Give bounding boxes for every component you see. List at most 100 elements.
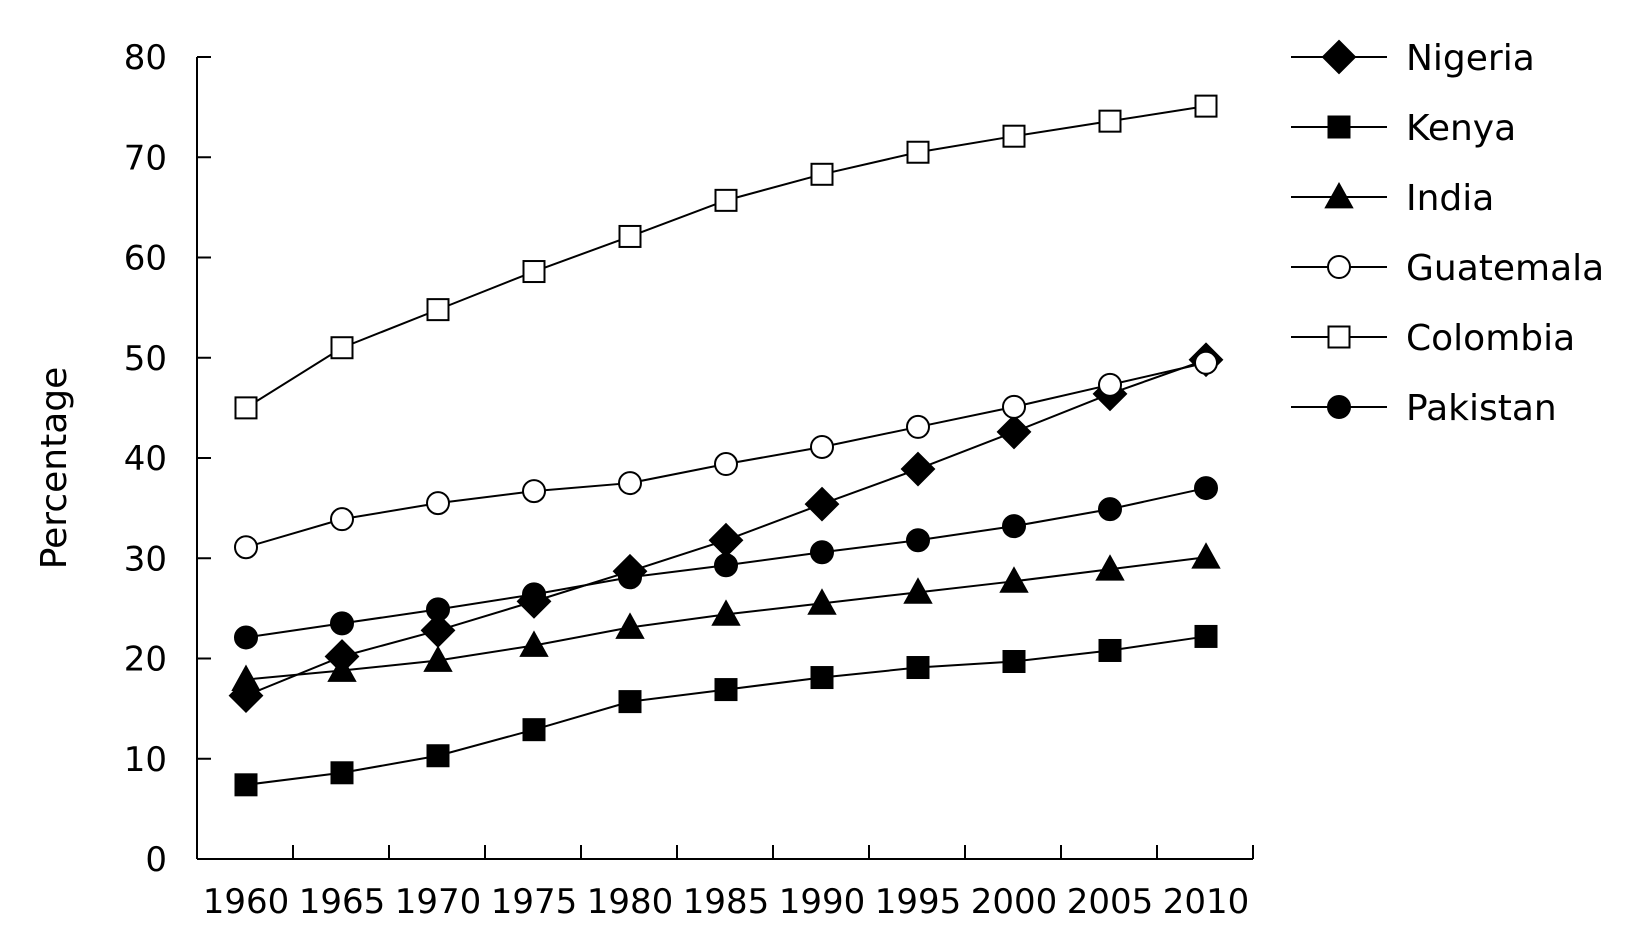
legend-label: Pakistan <box>1406 388 1557 429</box>
data-point-india <box>1095 554 1125 581</box>
series-colombia <box>234 94 1218 420</box>
data-point-nigeria <box>900 451 936 487</box>
legend-item-colombia: Colombia <box>1291 318 1575 359</box>
data-point-nigeria <box>996 414 1032 450</box>
data-point-pakistan <box>522 582 546 607</box>
legend-label: Colombia <box>1406 318 1575 359</box>
x-tick-label: 1980 <box>587 882 674 922</box>
data-point-guatemala <box>1098 372 1122 397</box>
data-point-colombia <box>906 140 930 164</box>
data-point-india <box>423 645 453 672</box>
data-point-colombia <box>234 396 258 420</box>
y-tick-label: 30 <box>124 539 167 579</box>
legend-item-kenya: Kenya <box>1291 108 1516 149</box>
x-axis-ticks: 1960 1965 1970 1975 1980 1985 1990 1995 2000 2005… <box>196 845 1254 922</box>
legend-marker-india <box>1324 181 1354 209</box>
legend-item-nigeria: Nigeria <box>1291 38 1535 79</box>
data-point-pakistan <box>714 553 738 578</box>
data-point-colombia <box>714 188 738 212</box>
data-point-india <box>999 566 1029 593</box>
data-point-colombia <box>1098 109 1122 133</box>
data-point-kenya <box>1098 638 1122 662</box>
data-point-kenya <box>426 744 450 768</box>
data-point-india <box>327 655 357 682</box>
data-point-pakistan <box>426 597 450 622</box>
legend-marker-kenya <box>1327 115 1351 139</box>
data-point-nigeria <box>804 486 840 522</box>
legend-item-india: India <box>1291 178 1494 219</box>
x-tick-label: 1970 <box>395 882 482 922</box>
data-point-colombia <box>1002 124 1026 148</box>
data-point-colombia <box>618 224 642 248</box>
data-point-india <box>231 664 261 691</box>
data-point-pakistan <box>1002 514 1026 539</box>
x-tick-label: 2000 <box>971 882 1058 922</box>
data-point-india <box>1191 542 1221 569</box>
x-tick-label: 1965 <box>299 882 386 922</box>
series-line-colombia <box>245 105 1207 409</box>
data-point-pakistan <box>810 540 834 565</box>
data-point-guatemala <box>618 471 642 496</box>
data-point-kenya <box>810 666 834 690</box>
data-point-kenya <box>618 690 642 714</box>
data-point-guatemala <box>1002 394 1026 419</box>
data-point-india <box>807 588 837 615</box>
x-tick-label: 2005 <box>1067 882 1154 922</box>
data-point-kenya <box>906 656 930 680</box>
x-tick-label: 1995 <box>875 882 962 922</box>
y-axis-title: Percentage <box>34 367 75 570</box>
y-tick-label: 70 <box>124 138 167 178</box>
data-point-kenya <box>1002 650 1026 674</box>
data-point-guatemala <box>810 434 834 459</box>
legend-marker-colombia <box>1327 325 1351 349</box>
data-point-colombia <box>330 336 354 360</box>
data-point-colombia <box>522 260 546 284</box>
y-tick-label: 50 <box>124 339 167 379</box>
x-tick-label: 1975 <box>491 882 578 922</box>
data-point-guatemala <box>426 491 450 516</box>
data-point-pakistan <box>1194 476 1218 501</box>
legend-item-guatemala: Guatemala <box>1291 248 1604 289</box>
x-tick-label: 1990 <box>779 882 866 922</box>
data-point-guatemala <box>714 452 738 477</box>
data-point-guatemala <box>522 479 546 504</box>
data-point-india <box>711 599 741 626</box>
y-tick-label: 60 <box>124 239 167 279</box>
data-point-pakistan <box>330 611 354 636</box>
data-point-guatemala <box>234 535 258 560</box>
legend-item-pakistan: Pakistan <box>1291 388 1557 429</box>
data-point-kenya <box>1194 624 1218 648</box>
legend-marker-pakistan <box>1327 395 1351 419</box>
data-point-colombia <box>426 298 450 322</box>
data-point-nigeria <box>708 522 744 558</box>
data-point-kenya <box>714 678 738 702</box>
data-point-kenya <box>522 718 546 742</box>
legend-label: Guatemala <box>1406 248 1604 289</box>
data-point-kenya <box>330 761 354 785</box>
data-point-guatemala <box>1194 350 1218 375</box>
series-india <box>231 542 1221 691</box>
data-point-india <box>519 630 549 657</box>
legend-label: Nigeria <box>1406 38 1535 79</box>
y-tick-label: 40 <box>124 439 167 479</box>
y-tick-label: 20 <box>124 640 167 680</box>
x-tick-label: 1960 <box>203 882 290 922</box>
legend-marker-guatemala <box>1327 255 1351 279</box>
y-axis-ticks: 0 10 20 30 40 50 60 70 80 <box>124 38 211 880</box>
legend-label: India <box>1406 178 1494 219</box>
data-point-india <box>903 577 933 604</box>
y-tick-label: 10 <box>124 740 167 780</box>
data-point-colombia <box>810 162 834 186</box>
series-pakistan <box>234 476 1218 650</box>
series-nigeria <box>228 342 1224 714</box>
legend-marker-nigeria <box>1321 39 1357 75</box>
series-kenya <box>234 624 1218 797</box>
series-line-kenya <box>245 635 1207 786</box>
data-point-pakistan <box>906 528 930 553</box>
data-point-guatemala <box>330 507 354 532</box>
data-point-india <box>615 612 645 639</box>
data-point-guatemala <box>906 414 930 439</box>
x-tick-label: 1985 <box>683 882 770 922</box>
